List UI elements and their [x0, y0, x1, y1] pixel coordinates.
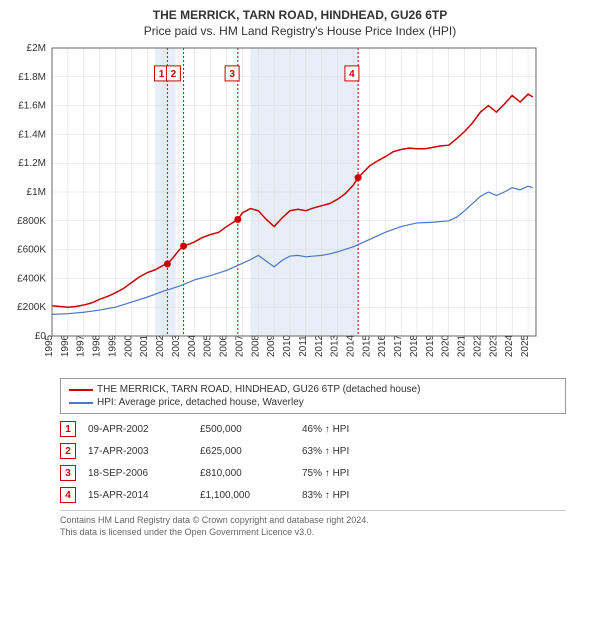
svg-text:2006: 2006 [219, 334, 230, 357]
svg-text:2003: 2003 [171, 334, 182, 357]
svg-text:£1.2M: £1.2M [18, 158, 46, 169]
svg-text:£1.4M: £1.4M [18, 129, 46, 140]
svg-text:£1.8M: £1.8M [18, 72, 46, 83]
legend-label: THE MERRICK, TARN ROAD, HINDHEAD, GU26 6… [97, 384, 420, 395]
svg-text:1: 1 [159, 69, 165, 80]
svg-text:£400K: £400K [17, 273, 46, 284]
event-row: 3 18-SEP-2006 £810,000 75% ↑ HPI [60, 462, 566, 484]
event-date: 18-SEP-2006 [88, 468, 188, 479]
event-pct: 83% ↑ HPI [302, 490, 349, 501]
event-row: 2 17-APR-2003 £625,000 63% ↑ HPI [60, 440, 566, 462]
event-pct: 63% ↑ HPI [302, 446, 349, 457]
event-marker: 4 [60, 487, 76, 503]
event-price: £500,000 [200, 424, 290, 435]
svg-text:2015: 2015 [361, 334, 372, 357]
events-table: 1 09-APR-2002 £500,000 46% ↑ HPI 2 17-APR-200… [60, 418, 566, 506]
svg-text:2002: 2002 [155, 334, 166, 357]
event-pct: 75% ↑ HPI [302, 468, 349, 479]
svg-text:1995: 1995 [44, 334, 55, 357]
svg-text:2: 2 [171, 69, 177, 80]
legend: THE MERRICK, TARN ROAD, HINDHEAD, GU26 6… [60, 378, 566, 414]
svg-text:3: 3 [229, 69, 235, 80]
svg-text:2010: 2010 [282, 334, 293, 357]
chart-container: THE MERRICK, TARN ROAD, HINDHEAD, GU26 6… [0, 0, 600, 620]
svg-text:2009: 2009 [266, 334, 277, 357]
svg-text:£1.6M: £1.6M [18, 101, 46, 112]
legend-row: THE MERRICK, TARN ROAD, HINDHEAD, GU26 6… [69, 383, 557, 396]
legend-swatch [69, 389, 93, 391]
svg-text:2004: 2004 [187, 334, 198, 357]
svg-text:2023: 2023 [488, 334, 499, 357]
event-row: 4 15-APR-2014 £1,100,000 83% ↑ HPI [60, 484, 566, 506]
event-price: £625,000 [200, 446, 290, 457]
event-marker: 1 [60, 421, 76, 437]
svg-text:2019: 2019 [425, 334, 436, 357]
svg-text:2021: 2021 [457, 334, 468, 357]
svg-text:1996: 1996 [60, 334, 71, 357]
svg-text:2022: 2022 [472, 334, 483, 357]
svg-text:£800K: £800K [17, 216, 46, 227]
event-row: 1 09-APR-2002 £500,000 46% ↑ HPI [60, 418, 566, 440]
chart-title-main: THE MERRICK, TARN ROAD, HINDHEAD, GU26 6… [0, 0, 600, 22]
svg-text:1998: 1998 [92, 334, 103, 357]
svg-text:2025: 2025 [520, 334, 531, 357]
svg-text:2007: 2007 [234, 334, 245, 357]
event-date: 09-APR-2002 [88, 424, 188, 435]
event-date: 17-APR-2003 [88, 446, 188, 457]
svg-text:2020: 2020 [441, 334, 452, 357]
svg-text:£200K: £200K [17, 302, 46, 313]
event-marker: 3 [60, 465, 76, 481]
chart-title-sub: Price paid vs. HM Land Registry's House … [0, 22, 600, 42]
legend-row: HPI: Average price, detached house, Wave… [69, 396, 557, 409]
svg-text:2000: 2000 [123, 334, 134, 357]
footer-line: Contains HM Land Registry data © Crown c… [60, 515, 566, 527]
svg-text:2008: 2008 [250, 334, 261, 357]
svg-text:2016: 2016 [377, 334, 388, 357]
legend-label: HPI: Average price, detached house, Wave… [97, 397, 304, 408]
svg-text:2018: 2018 [409, 334, 420, 357]
legend-swatch [69, 402, 93, 404]
svg-text:1999: 1999 [107, 334, 118, 357]
svg-text:2011: 2011 [298, 335, 309, 357]
svg-text:4: 4 [349, 69, 355, 80]
svg-text:2012: 2012 [314, 334, 325, 357]
svg-text:2024: 2024 [504, 334, 515, 357]
svg-text:2005: 2005 [203, 334, 214, 357]
svg-text:2017: 2017 [393, 334, 404, 357]
svg-text:£2M: £2M [27, 43, 46, 54]
svg-text:£1M: £1M [27, 187, 46, 198]
svg-text:2014: 2014 [346, 334, 357, 357]
event-price: £810,000 [200, 468, 290, 479]
event-date: 15-APR-2014 [88, 490, 188, 501]
footer-attribution: Contains HM Land Registry data © Crown c… [60, 510, 566, 538]
svg-text:2013: 2013 [330, 334, 341, 357]
event-pct: 46% ↑ HPI [302, 424, 349, 435]
price-chart: £0£200K£400K£600K£800K£1M£1.2M£1.4M£1.6M… [0, 42, 560, 372]
svg-text:£600K: £600K [17, 245, 46, 256]
event-price: £1,100,000 [200, 490, 290, 501]
svg-text:2001: 2001 [139, 334, 150, 357]
footer-line: This data is licensed under the Open Gov… [60, 527, 566, 539]
event-marker: 2 [60, 443, 76, 459]
svg-text:1997: 1997 [76, 334, 87, 357]
